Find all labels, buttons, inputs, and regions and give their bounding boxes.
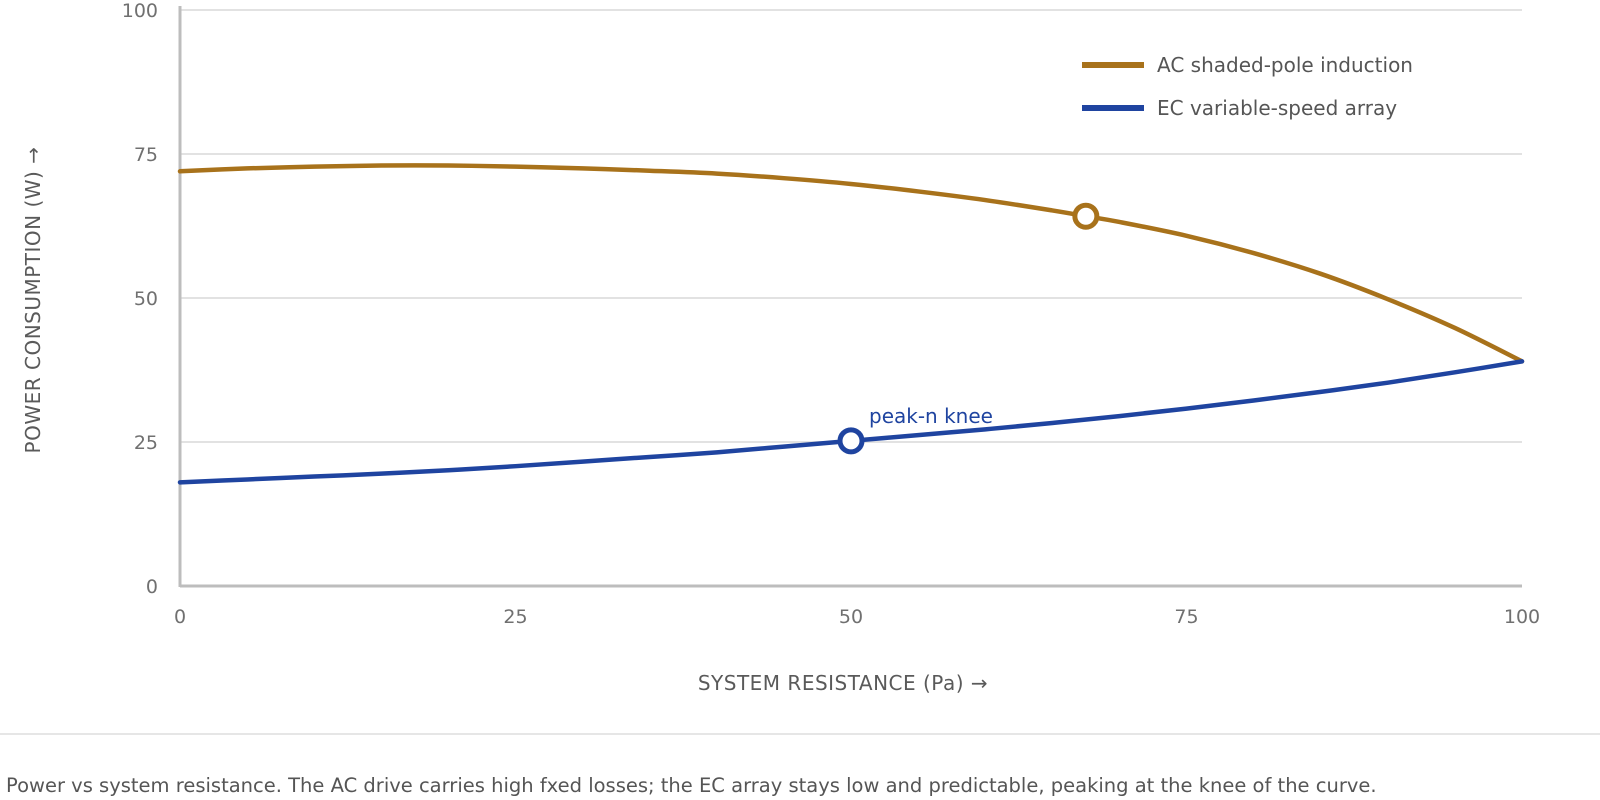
axes <box>178 6 1522 588</box>
x-tick-label-4: 100 <box>1504 606 1540 628</box>
x-tick-labels: 0 25 50 75 100 <box>174 606 1540 628</box>
figure-caption: Power vs system resistance. The AC drive… <box>6 774 1377 797</box>
x-axis-label: SYSTEM RESISTANCE (Pa) → <box>698 671 988 695</box>
x-tick-label-3: 75 <box>1174 606 1198 628</box>
x-tick-label-1: 25 <box>503 606 527 628</box>
series-line-0 <box>177 163 1525 364</box>
marker-annotation-1: peak-n knee <box>869 404 993 428</box>
legend-label-1: EC variable-speed array <box>1157 96 1397 120</box>
y-tick-labels: 0 25 50 75 100 <box>122 0 158 598</box>
caption-divider <box>0 733 1600 735</box>
series-line-1 <box>177 359 1525 485</box>
legend-label-0: AC shaded-pole induction <box>1157 53 1413 77</box>
series-markers: peak-n knee <box>837 202 1100 455</box>
y-tick-label-4: 100 <box>122 0 158 22</box>
power-vs-resistance-chart: 0 25 50 75 100 0 25 50 75 100 peak-n knee AC sha… <box>21 0 1540 695</box>
x-tick-label-0: 0 <box>174 606 186 628</box>
y-tick-label-0: 0 <box>146 576 158 598</box>
legend: AC shaded-pole induction EC variable-spee… <box>1082 53 1413 120</box>
y-tick-label-3: 75 <box>134 144 158 166</box>
series-marker-0 <box>1072 202 1100 230</box>
y-axis-label: POWER CONSUMPTION (W) → <box>21 147 45 454</box>
y-tick-label-1: 25 <box>134 432 158 454</box>
series-marker-1 <box>837 427 865 455</box>
y-tick-label-2: 50 <box>134 288 158 310</box>
x-tick-label-2: 50 <box>839 606 863 628</box>
